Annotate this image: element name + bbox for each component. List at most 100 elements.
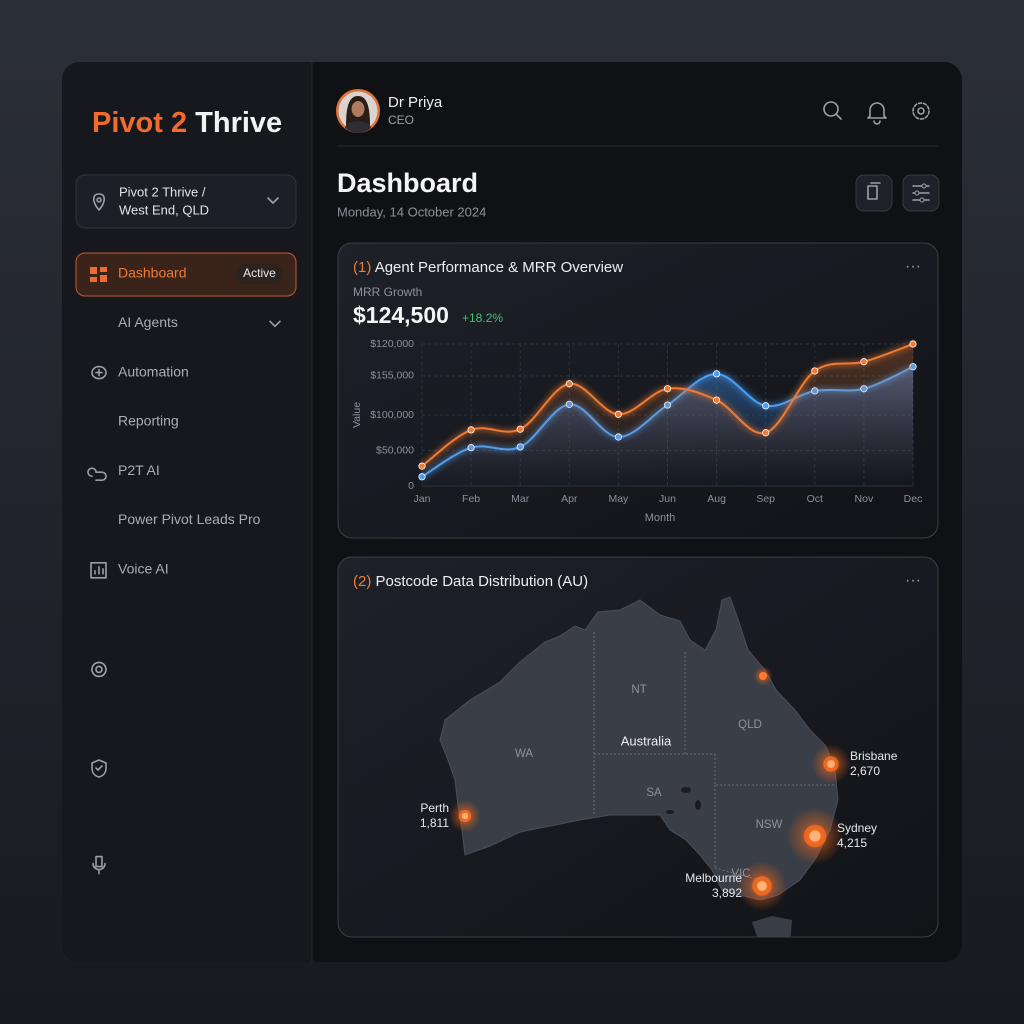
metric-change: +18.2% <box>462 311 503 325</box>
city-value: 2,670 <box>850 764 880 778</box>
x-tick-label: Apr <box>561 493 578 505</box>
lakes <box>666 787 701 814</box>
city-name: Brisbane <box>850 749 898 763</box>
brand-part: Pivot 2 <box>92 107 187 139</box>
chart-title: Agent Performance & MRR Overview <box>375 259 624 276</box>
y-tick-label: $50,000 <box>376 444 414 456</box>
pin-icon <box>92 193 106 211</box>
point <box>467 426 475 434</box>
copy-icon <box>867 182 881 200</box>
point <box>712 396 721 404</box>
point <box>614 410 623 418</box>
nav-label: Voice AI <box>118 561 169 577</box>
more-menu[interactable]: ··· <box>905 572 921 589</box>
y-tick-label: $155,000 <box>370 370 414 382</box>
settings-button[interactable] <box>912 102 930 120</box>
panel-number: (2) <box>353 573 371 590</box>
nav-item[interactable] <box>76 401 296 444</box>
avatar-body <box>345 121 371 133</box>
y-tick-label: $100,000 <box>370 409 414 421</box>
filter-knob <box>919 197 925 203</box>
y-tick-label: $120,000 <box>370 338 414 350</box>
nav-label: P2T AI <box>118 462 160 478</box>
point <box>565 380 573 388</box>
nav-item-active[interactable] <box>75 252 297 297</box>
region-label: NSW <box>756 819 783 831</box>
nav-icon <box>91 661 107 678</box>
city-value: 3,892 <box>712 886 742 900</box>
page-date: Monday, 14 October 2024 <box>337 204 486 219</box>
city-dot <box>809 830 821 842</box>
y-axis-label: Value <box>351 402 363 428</box>
point <box>663 385 672 393</box>
point <box>762 402 770 410</box>
x-tick-label: May <box>608 493 629 505</box>
filter-knob <box>914 190 920 196</box>
nav-icon <box>91 759 107 778</box>
map-heading: (2) Postcode Data Distribution (AU) <box>353 573 588 590</box>
nav-label: Reporting <box>118 413 179 429</box>
copy-button[interactable] <box>855 174 893 212</box>
y-tick-label: 0 <box>408 480 414 492</box>
avatar-face <box>351 101 365 117</box>
x-tick-label: Jun <box>659 493 676 505</box>
map-title: Postcode Data Distribution (AU) <box>376 573 589 590</box>
region-label: QLD <box>738 719 762 731</box>
x-tick-label: Aug <box>707 493 726 505</box>
map: WA NT QLD SA NSW VIC Australia Brisbane2… <box>420 596 898 937</box>
search-button[interactable] <box>823 101 842 120</box>
plot: 0 $50,000 $100,000 $155,000 $120,000 Jan Feb Ma… <box>370 338 922 505</box>
nav-icon <box>92 855 106 875</box>
location-selector[interactable] <box>75 174 297 229</box>
location-line: West End, QLD <box>119 202 209 217</box>
chevron <box>267 197 279 204</box>
city-dot <box>461 812 469 820</box>
notifications-button[interactable] <box>867 102 887 125</box>
user-name: Dr Priya <box>388 94 443 111</box>
point <box>418 462 426 470</box>
nav-label: Power Pivot Leads Pro <box>118 511 261 527</box>
nav-icon <box>90 562 107 579</box>
location-line: Pivot 2 Thrive / <box>119 184 206 199</box>
x-tick-label: Nov <box>855 493 874 505</box>
nav-item[interactable] <box>76 302 296 345</box>
chart-heading: (1) Agent Performance & MRR Overview <box>353 259 623 276</box>
city-dot <box>757 881 767 891</box>
marker <box>759 672 767 680</box>
country-label: Australia <box>621 733 672 748</box>
nav-icon <box>91 365 107 380</box>
mainland <box>439 596 839 901</box>
city-name: Perth <box>420 801 449 815</box>
page-title: Dashboard <box>337 168 478 198</box>
metric-value: $124,500 <box>353 302 449 328</box>
badge-label: Active <box>243 266 276 280</box>
more-menu[interactable]: ··· <box>905 258 921 275</box>
filter-knob <box>921 183 927 189</box>
region-label: NT <box>631 684 646 696</box>
x-tick-label: Oct <box>807 493 823 505</box>
city-value: 4,215 <box>837 836 867 850</box>
city-dot <box>827 760 835 768</box>
region-label: SA <box>646 787 662 799</box>
nav: Dashboard Active AI Agents Automation Report… <box>75 252 297 875</box>
state-borders <box>593 632 835 881</box>
point <box>712 370 721 378</box>
panel-number: (1) <box>353 259 371 276</box>
nav-icon <box>87 467 107 481</box>
region-label: WA <box>515 748 533 760</box>
x-tick-label: Mar <box>511 493 530 505</box>
nav-label: Automation <box>118 363 189 379</box>
x-tick-label: Dec <box>904 493 923 505</box>
chevron <box>269 320 281 328</box>
nav-icon <box>90 267 107 282</box>
point <box>516 425 524 433</box>
nav-item[interactable] <box>76 450 296 493</box>
metric-label: MRR Growth <box>353 285 422 299</box>
point <box>909 340 917 348</box>
x-axis-label: Month <box>645 512 676 524</box>
x-tick-label: Sep <box>756 493 775 505</box>
city-value: 1,811 <box>420 816 449 830</box>
nav-item[interactable] <box>76 549 296 592</box>
